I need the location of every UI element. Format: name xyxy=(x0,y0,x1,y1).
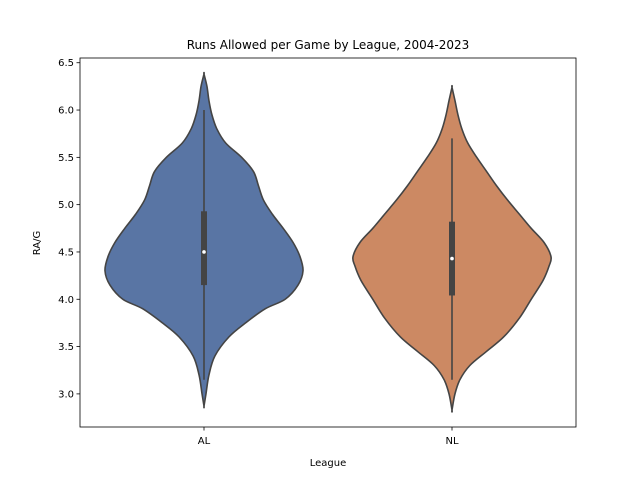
y-axis-title: RA/G xyxy=(32,231,43,256)
median-point-nl xyxy=(450,256,454,261)
plot-area xyxy=(104,71,553,413)
median-point-al xyxy=(202,250,206,254)
x-axis: AL NL xyxy=(198,427,459,447)
y-tick-label: 6.0 xyxy=(58,106,74,117)
y-tick-label: 3.5 xyxy=(58,342,74,353)
y-tick-label: 4.0 xyxy=(58,295,74,306)
y-tick-label: 4.5 xyxy=(58,247,74,258)
x-tick-label: AL xyxy=(198,436,211,447)
iqr-box-al xyxy=(201,211,207,286)
chart-title: Runs Allowed per Game by League, 2004-20… xyxy=(187,38,470,52)
axes-frame xyxy=(79,57,577,428)
y-axis: 3.0 3.5 4.0 4.5 5.0 5.5 6.0 6.5 xyxy=(58,58,80,400)
x-tick-label: NL xyxy=(445,436,458,447)
y-tick-label: 6.5 xyxy=(58,58,74,69)
y-tick-label: 5.5 xyxy=(58,153,74,164)
x-axis-title: League xyxy=(310,458,347,469)
y-tick-label: 5.0 xyxy=(58,200,74,211)
y-tick-label: 3.0 xyxy=(58,389,74,400)
